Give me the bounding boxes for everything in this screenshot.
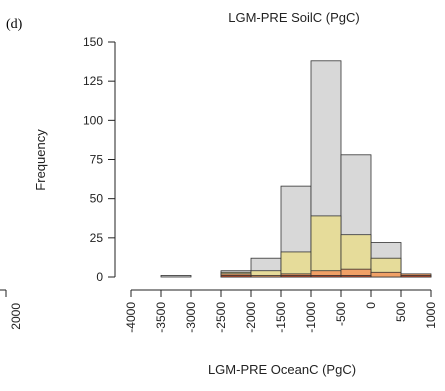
x-tick-label: -3000 bbox=[184, 302, 198, 333]
bar-series3-bin4 bbox=[280, 275, 312, 278]
stray-tick-label: 2000 bbox=[9, 303, 23, 330]
panel-label: (d) bbox=[6, 17, 23, 32]
bar-series2-bin7 bbox=[370, 271, 402, 278]
x-axis-label: LGM-PRE OceanC (PgC) bbox=[208, 362, 356, 377]
x-tick-label: 0 bbox=[364, 302, 378, 309]
y-tick-label: 125 bbox=[83, 74, 103, 88]
y-axis: 0 25 50 75 100 125 150 bbox=[83, 35, 116, 284]
x-tick-label: -2500 bbox=[214, 302, 228, 333]
neighbor-panel-axis-fragment: 2000 bbox=[0, 289, 23, 330]
bar-series0-bin0 bbox=[160, 275, 192, 278]
bar-series3-bin6 bbox=[340, 275, 372, 278]
bar-series1-bin4 bbox=[280, 251, 312, 278]
x-tick-label: -1500 bbox=[274, 302, 288, 333]
x-tick-label: -2000 bbox=[244, 302, 258, 333]
y-tick-label: 50 bbox=[90, 192, 104, 206]
y-axis-label: Frequency bbox=[33, 129, 48, 191]
y-tick-label: 0 bbox=[96, 270, 103, 284]
bar-series2-bin3 bbox=[250, 275, 282, 278]
y-tick-label: 100 bbox=[83, 113, 103, 127]
x-tick-label: 1000 bbox=[424, 302, 438, 329]
bar-series3-bin2 bbox=[220, 275, 252, 278]
x-axis: -4000 -3500 -3000 -2500 -2000 -1500 -1000 -500 0… bbox=[124, 289, 438, 333]
bar-series1-bin5 bbox=[310, 215, 342, 278]
x-tick-label: -1000 bbox=[304, 302, 318, 333]
x-tick-label: -3500 bbox=[154, 302, 168, 333]
bar-series3-bin5 bbox=[310, 275, 342, 278]
x-tick-label: -4000 bbox=[124, 302, 138, 333]
chart-title: LGM-PRE SoilC (PgC) bbox=[228, 10, 359, 25]
bar-series3-bin8 bbox=[400, 275, 432, 278]
y-tick-label: 25 bbox=[90, 231, 104, 245]
x-tick-label: -500 bbox=[334, 302, 348, 326]
histogram-bars bbox=[160, 60, 432, 278]
y-tick-label: 75 bbox=[90, 153, 104, 167]
x-tick-label: 500 bbox=[394, 302, 408, 322]
y-tick-label: 150 bbox=[83, 35, 103, 49]
